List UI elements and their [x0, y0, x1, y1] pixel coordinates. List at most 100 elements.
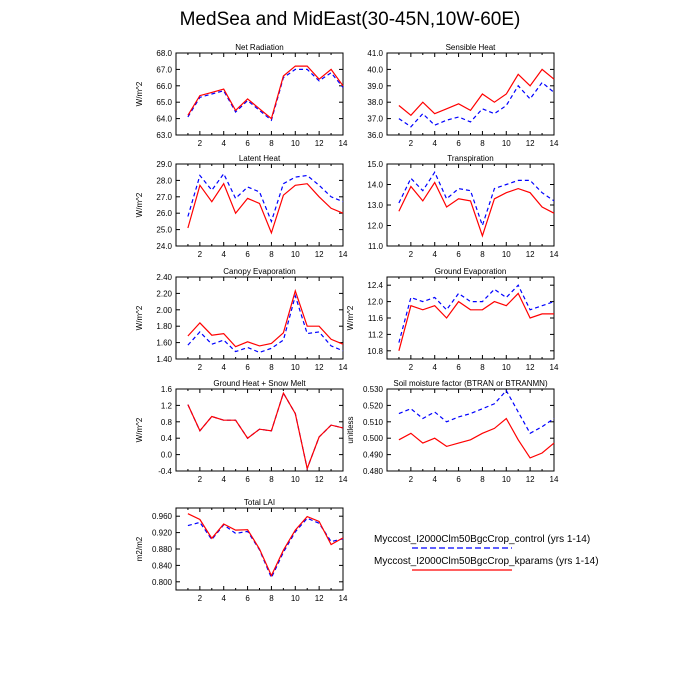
- net-radiation-ytick-label: 63.0: [156, 131, 172, 140]
- total-lai-ytick-label: 0.960: [152, 512, 173, 521]
- latent-heat-ytick-label: 28.0: [156, 176, 172, 185]
- total-lai-xtick-label: 8: [269, 594, 274, 603]
- ground-heat-snow-melt-xtick-label: 14: [339, 475, 348, 484]
- net-radiation-title: Net Radiation: [235, 43, 283, 52]
- total-lai-series-kparams: [187, 513, 344, 578]
- soil-moisture-factor-btran-or-btranmn-ylabel: unitless: [346, 416, 355, 443]
- ground-evaporation-xtick-label: 2: [409, 363, 414, 372]
- soil-moisture-factor-btran-or-btranmn-ytick-label: 0.500: [363, 434, 384, 443]
- soil-moisture-factor-btran-or-btranmn-ytick-label: 0.510: [363, 418, 384, 427]
- soil-moisture-factor-btran-or-btranmn-xtick-label: 8: [480, 475, 485, 484]
- latent-heat-ylabel: W/m^2: [135, 192, 144, 217]
- transpiration-xtick-label: 2: [409, 250, 414, 259]
- transpiration-series-control: [398, 170, 555, 228]
- net-radiation-xtick-label: 8: [269, 139, 274, 148]
- sensible-heat-series-control: [398, 81, 555, 128]
- net-radiation-xtick-label: 4: [221, 139, 226, 148]
- transpiration-series-kparams: [398, 181, 555, 238]
- transpiration-xtick-label: 4: [432, 250, 437, 259]
- ground-evaporation-ytick-label: 10.8: [367, 347, 383, 356]
- transpiration-xtick-label: 12: [526, 250, 535, 259]
- ground-heat-snow-melt-ytick-label: 1.2: [161, 401, 173, 410]
- latent-heat-xtick-label: 10: [291, 250, 300, 259]
- sensible-heat-xtick-label: 8: [480, 139, 485, 148]
- total-lai-series-control: [187, 517, 344, 580]
- total-lai-xtick-label: 6: [245, 594, 250, 603]
- ground-heat-snow-melt-xtick-label: 6: [245, 475, 250, 484]
- canopy-evaporation-series-control: [187, 293, 344, 354]
- legend-label-control: Myccost_I2000Clm50BgcCrop_control (yrs 1…: [374, 534, 591, 545]
- canopy-evaporation-xtick-label: 10: [291, 363, 300, 372]
- ground-evaporation-title: Ground Evaporation: [435, 267, 507, 276]
- canopy-evaporation-xtick-label: 12: [315, 363, 324, 372]
- total-lai-ytick-label: 0.920: [152, 529, 173, 538]
- transpiration-frame: [386, 163, 555, 247]
- soil-moisture-factor-btran-or-btranmn-ytick-label: 0.480: [363, 467, 384, 476]
- transpiration-xtick-label: 10: [502, 250, 511, 259]
- canopy-evaporation-xtick-label: 4: [221, 363, 226, 372]
- latent-heat-series-kparams: [187, 182, 344, 235]
- sensible-heat-title: Sensible Heat: [446, 43, 497, 52]
- latent-heat-title: Latent Heat: [239, 154, 281, 163]
- sensible-heat-ytick-label: 37.0: [367, 115, 383, 124]
- canopy-evaporation-frame: [175, 276, 344, 360]
- net-radiation-series-control: [187, 68, 344, 122]
- legend-label-kparams: Myccost_I2000Clm50BgcCrop_kparams (yrs 1…: [374, 556, 599, 567]
- latent-heat-ytick-label: 29.0: [156, 160, 172, 169]
- transpiration-ytick-label: 11.0: [368, 242, 384, 251]
- ground-evaporation-ytick-label: 12.0: [367, 298, 383, 307]
- latent-heat-xtick-label: 14: [339, 250, 348, 259]
- soil-moisture-factor-btran-or-btranmn-xtick-label: 12: [526, 475, 535, 484]
- transpiration-ytick-label: 12.0: [367, 222, 383, 231]
- ground-evaporation-ytick-label: 11.2: [368, 330, 384, 339]
- net-radiation-xtick-label: 10: [291, 139, 300, 148]
- net-radiation-xtick-label: 6: [245, 139, 250, 148]
- total-lai-xtick-label: 14: [339, 594, 348, 603]
- total-lai-ytick-label: 0.880: [152, 545, 173, 554]
- latent-heat-series-control: [187, 172, 344, 224]
- ground-heat-snow-melt-series-control: [187, 391, 344, 471]
- transpiration-ytick-label: 15.0: [367, 160, 383, 169]
- sensible-heat-ytick-label: 36.0: [367, 131, 383, 140]
- latent-heat-xtick-label: 2: [198, 250, 203, 259]
- transpiration-xtick-label: 6: [456, 250, 461, 259]
- ground-heat-snow-melt-title: Ground Heat + Snow Melt: [213, 379, 306, 388]
- sensible-heat-series-kparams: [398, 68, 555, 117]
- net-radiation-ytick-label: 67.0: [156, 65, 172, 74]
- canopy-evaporation-ytick-label: 1.80: [156, 322, 172, 331]
- soil-moisture-factor-btran-or-btranmn-frame: [386, 388, 555, 472]
- net-radiation-ytick-label: 66.0: [156, 82, 172, 91]
- sensible-heat-ytick-label: 41.0: [367, 49, 383, 58]
- net-radiation-frame: [175, 52, 344, 136]
- net-radiation-xtick-label: 12: [315, 139, 324, 148]
- canopy-evaporation-ytick-label: 2.00: [156, 306, 172, 315]
- latent-heat-ytick-label: 27.0: [156, 193, 172, 202]
- net-radiation-series-kparams: [187, 65, 344, 120]
- net-radiation-ylabel: W/m^2: [135, 81, 144, 106]
- ground-heat-snow-melt-ylabel: W/m^2: [135, 417, 144, 442]
- ground-evaporation-ytick-label: 12.4: [367, 281, 383, 290]
- net-radiation-ytick-label: 64.0: [156, 115, 172, 124]
- ground-heat-snow-melt-ytick-label: 0.8: [161, 418, 173, 427]
- latent-heat-ytick-label: 26.0: [156, 209, 172, 218]
- sensible-heat-xtick-label: 4: [432, 139, 437, 148]
- sensible-heat-xtick-label: 6: [456, 139, 461, 148]
- soil-moisture-factor-btran-or-btranmn-xtick-label: 4: [432, 475, 437, 484]
- total-lai-ytick-label: 0.800: [152, 578, 173, 587]
- ground-heat-snow-melt-ytick-label: 0.0: [161, 451, 173, 460]
- transpiration-xtick-label: 8: [480, 250, 485, 259]
- soil-moisture-factor-btran-or-btranmn-xtick-label: 6: [456, 475, 461, 484]
- ground-evaporation-frame: [386, 276, 555, 360]
- latent-heat-xtick-label: 4: [221, 250, 226, 259]
- net-radiation-ytick-label: 68.0: [156, 49, 172, 58]
- sensible-heat-ytick-label: 40.0: [367, 65, 383, 74]
- ground-evaporation-series-control: [398, 284, 555, 343]
- figure-title: MedSea and MidEast(30-45N,10W-60E): [179, 9, 521, 30]
- canopy-evaporation-series-kparams: [187, 288, 344, 348]
- ground-heat-snow-melt-xtick-label: 10: [291, 475, 300, 484]
- ground-evaporation-xtick-label: 14: [550, 363, 559, 372]
- soil-moisture-factor-btran-or-btranmn-xtick-label: 2: [409, 475, 414, 484]
- ground-evaporation-ytick-label: 11.6: [368, 314, 384, 323]
- soil-moisture-factor-btran-or-btranmn-title: Soil moisture factor (BTRAN or BTRANMN): [393, 379, 548, 388]
- ground-evaporation-ylabel: W/m^2: [346, 305, 355, 330]
